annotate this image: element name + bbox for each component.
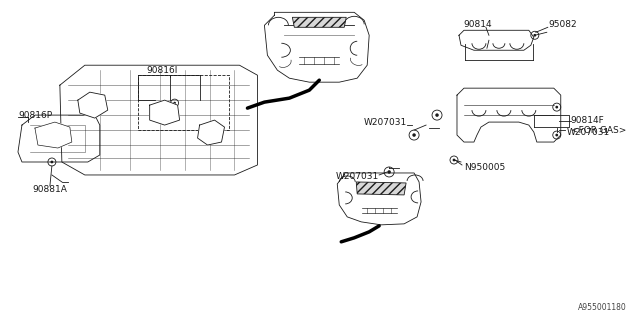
Text: 90881A: 90881A — [32, 185, 67, 195]
Polygon shape — [198, 120, 225, 145]
Text: 95082: 95082 — [548, 20, 577, 29]
Text: 90814: 90814 — [463, 20, 492, 29]
Text: A955001180: A955001180 — [578, 303, 627, 312]
Circle shape — [435, 113, 439, 117]
Text: W207031: W207031 — [336, 172, 379, 181]
Text: W207031: W207031 — [364, 117, 407, 127]
Polygon shape — [60, 65, 257, 175]
Text: 90816I: 90816I — [146, 66, 177, 75]
Polygon shape — [459, 30, 534, 50]
Polygon shape — [356, 182, 406, 195]
Text: W207031: W207031 — [567, 128, 610, 137]
Polygon shape — [18, 115, 100, 162]
Text: 90816P: 90816P — [18, 111, 52, 120]
Polygon shape — [292, 17, 346, 27]
Polygon shape — [337, 173, 421, 225]
Polygon shape — [457, 88, 561, 142]
Circle shape — [533, 34, 536, 37]
Circle shape — [452, 159, 456, 161]
Circle shape — [51, 161, 53, 164]
Circle shape — [173, 102, 176, 105]
Text: 90814F: 90814F — [571, 116, 605, 124]
Text: <FOR GAS>: <FOR GAS> — [571, 125, 626, 135]
Polygon shape — [78, 92, 108, 118]
Polygon shape — [150, 100, 180, 125]
Circle shape — [556, 106, 558, 108]
Circle shape — [387, 170, 391, 174]
Polygon shape — [35, 122, 72, 148]
Text: N950005: N950005 — [464, 164, 505, 172]
Circle shape — [556, 134, 558, 136]
Polygon shape — [264, 12, 369, 82]
Circle shape — [412, 133, 416, 137]
